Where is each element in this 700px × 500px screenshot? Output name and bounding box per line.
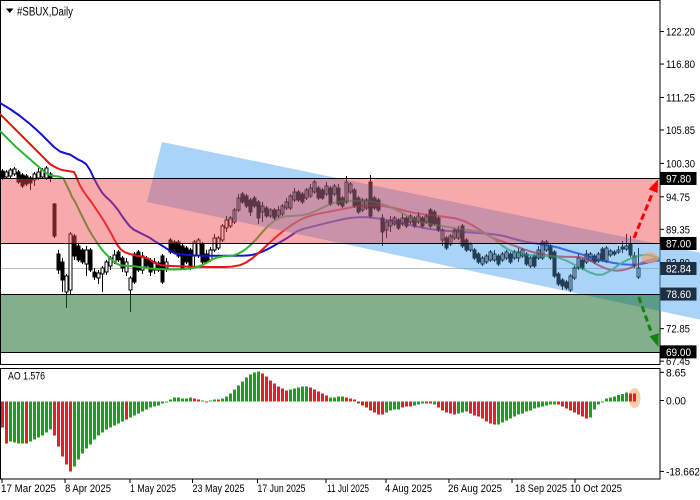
- svg-text:18 Sep 2025: 18 Sep 2025: [515, 483, 567, 495]
- svg-text:122.20: 122.20: [666, 27, 695, 39]
- svg-text:111.25: 111.25: [666, 92, 695, 104]
- svg-text:97.80: 97.80: [666, 173, 691, 185]
- svg-text:105.85: 105.85: [666, 125, 695, 137]
- svg-text:72.85: 72.85: [666, 324, 690, 336]
- svg-text:4 Aug 2025: 4 Aug 2025: [385, 483, 432, 495]
- svg-text:69.00: 69.00: [666, 347, 691, 359]
- svg-text:0.00: 0.00: [666, 396, 686, 408]
- svg-text:AO 1.576: AO 1.576: [8, 371, 45, 383]
- svg-text:67.45: 67.45: [666, 356, 690, 368]
- svg-text:23 May 2025: 23 May 2025: [193, 483, 245, 495]
- svg-text:10 Oct 2025: 10 Oct 2025: [570, 483, 622, 495]
- svg-text:100.30: 100.30: [666, 158, 695, 170]
- svg-text:82.84: 82.84: [666, 264, 691, 276]
- svg-text:87.00: 87.00: [666, 238, 691, 250]
- svg-text:94.75: 94.75: [666, 192, 690, 204]
- svg-text:8.65: 8.65: [666, 367, 686, 379]
- svg-text:17 Mar 2025: 17 Mar 2025: [1, 483, 56, 495]
- svg-text:8 Apr 2025: 8 Apr 2025: [65, 483, 111, 495]
- svg-text:#SBUX,Daily: #SBUX,Daily: [17, 7, 73, 19]
- svg-text:17 Jun 2025: 17 Jun 2025: [258, 483, 306, 495]
- svg-text:89.35: 89.35: [666, 224, 690, 236]
- svg-text:11 Jul 2025: 11 Jul 2025: [327, 483, 369, 495]
- svg-text:116.80: 116.80: [666, 59, 695, 71]
- svg-text:26 Aug 2025: 26 Aug 2025: [448, 483, 502, 495]
- svg-text:-18.662: -18.662: [666, 466, 700, 478]
- svg-text:1 May 2025: 1 May 2025: [130, 483, 176, 495]
- svg-text:78.60: 78.60: [666, 289, 691, 301]
